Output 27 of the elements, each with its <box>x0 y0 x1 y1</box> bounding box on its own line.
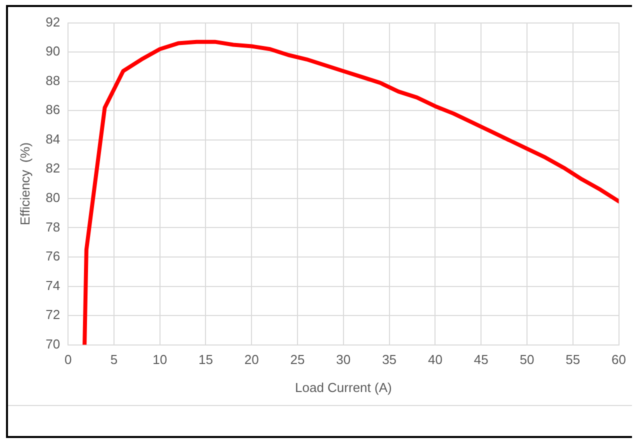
y-tick-label: 78 <box>46 219 60 234</box>
y-tick-label: 70 <box>46 336 60 352</box>
x-tick-label: 0 <box>64 352 72 368</box>
x-axis-title: Load Current (A) <box>295 380 392 395</box>
x-tick-label: 55 <box>566 352 580 368</box>
x-tick-label: 10 <box>152 352 168 368</box>
x-tick-label: 35 <box>382 352 397 368</box>
x-tick-label: 45 <box>474 352 488 368</box>
y-tick-label: 80 <box>46 190 60 206</box>
x-tick-label: 25 <box>290 352 305 368</box>
y-tick-label: 90 <box>46 44 60 59</box>
y-axis-title: Efficiency (%) <box>17 142 32 226</box>
y-tick-label: 76 <box>46 248 60 264</box>
x-tick-label: 5 <box>110 352 118 368</box>
x-tick-label: 50 <box>520 352 534 368</box>
y-tick-label: 74 <box>46 278 60 293</box>
x-tick-label: 30 <box>336 352 351 368</box>
y-tick-label: 92 <box>46 14 60 30</box>
y-tick-label: 72 <box>46 307 60 322</box>
x-tick-label: 15 <box>198 352 213 368</box>
y-tick-label: 86 <box>46 102 60 118</box>
x-tick-label: 60 <box>612 352 626 368</box>
y-tick-label: 84 <box>46 131 60 146</box>
x-tick-label: 40 <box>428 352 442 368</box>
y-tick-label: 82 <box>46 160 60 176</box>
x-tick-label: 20 <box>244 352 259 368</box>
y-tick-label: 88 <box>46 72 60 88</box>
